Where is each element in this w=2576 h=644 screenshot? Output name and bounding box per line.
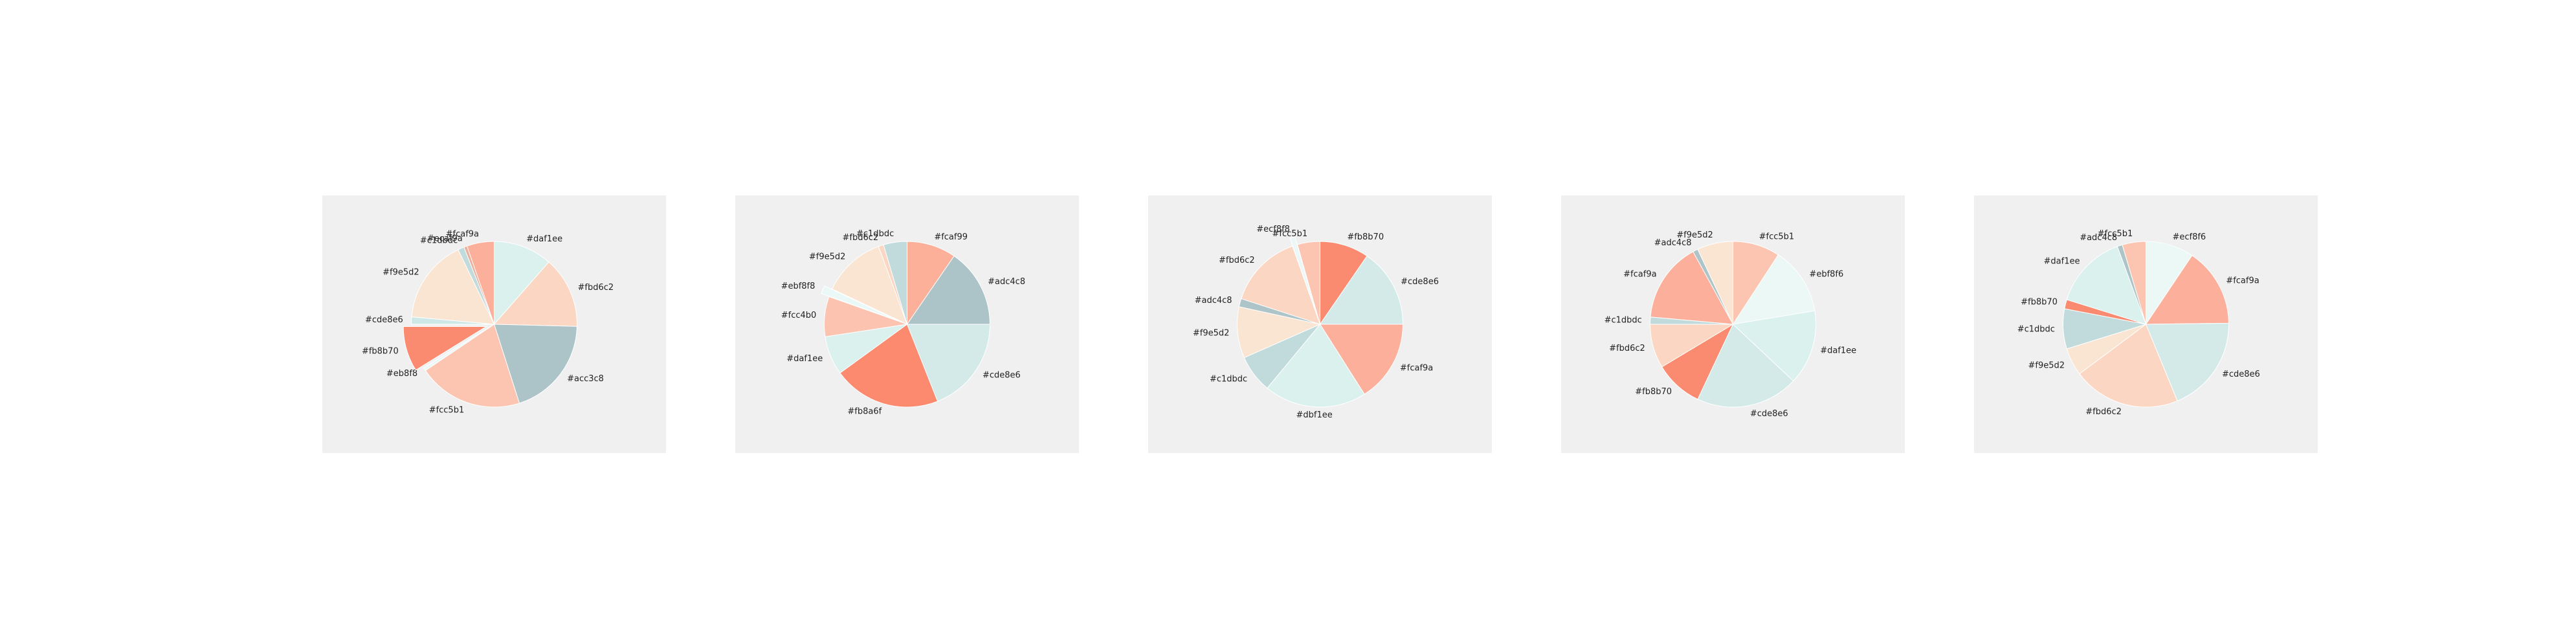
slice-label: #daf1ee [2044, 256, 2080, 266]
pie-slice [493, 324, 577, 404]
slice-label: #ebf8f8 [781, 282, 816, 291]
slice-label: #c1dbdc [420, 236, 458, 245]
slice-label: #fcc5b1 [429, 405, 465, 415]
pie-slice [1319, 324, 1404, 395]
pie-slice [1697, 324, 1794, 408]
slice-label: #ecf8f6 [2172, 232, 2206, 242]
slice-label: #fbd6c2 [578, 283, 614, 293]
slice-label: #adc4c8 [2080, 233, 2117, 243]
slice-label: #cde8e6 [1750, 409, 1788, 419]
slice-label: #ecaf9a [427, 234, 463, 243]
slice-label: #fcc5b1 [1759, 232, 1795, 242]
slice-label: #fbd6c2 [2085, 407, 2122, 417]
pie-chart-4: #fcc5b1 #ebf8f6 #daf1ee #cde8e6 #fb8b70 #fbd6… [1561, 195, 1905, 453]
pie-slice [411, 249, 495, 325]
slice-label: #c1dbdc [856, 229, 894, 239]
pie-chart-1: #daf1ee #fbd6c2 #acc3c8 #fcc5b1 #eb8f8 #fb8b7… [322, 195, 666, 453]
pie-slice [1732, 310, 1816, 382]
pie-slice [1697, 241, 1733, 325]
slice-label: #adc4c8 [1654, 238, 1692, 248]
pie-chart-2: #fcaf99 #adc4c8 #cde8e6 #fb8a6f #daf1ee #fcc4… [735, 195, 1079, 453]
slice-label: #adc4c8 [1195, 296, 1232, 305]
pie-slice [1237, 306, 1322, 359]
slice-label: #f9e5d2 [2028, 361, 2065, 370]
pie-slice [1289, 236, 1318, 316]
slice-label: #fcaf99 [934, 232, 968, 242]
pie-slice [907, 241, 955, 326]
pie-slice [1319, 255, 1404, 325]
pie-slice [906, 324, 991, 402]
slice-label: #f9e5d2 [1676, 230, 1713, 240]
slice-label: #ecf8f8 [1256, 225, 1290, 234]
pie-slice [1296, 241, 1320, 325]
pie-slice [839, 324, 938, 408]
pie-chart-3: #fb8b70 #cde8e6 #fcaf9a #dbf1ee #c1dbdc #f9e5… [1148, 195, 1492, 453]
pie-slice [494, 241, 550, 326]
slice-label: #c1dbdc [1210, 374, 1247, 384]
pie-slice [906, 255, 991, 325]
pie-slice [824, 296, 907, 337]
slice-label: #daf1ee [1820, 346, 1856, 355]
slice-label: #fbd6c2 [842, 233, 878, 243]
slice-label: #fbd6c2 [1609, 344, 1645, 353]
pie-slice [883, 241, 907, 325]
slice-label: #f9e5d2 [383, 267, 419, 277]
slice-label: #fb8b70 [2021, 297, 2058, 307]
slice-label: #fcc5b1 [2098, 229, 2133, 239]
slice-label: #f9e5d2 [1193, 329, 1230, 339]
pie-chart-5: #ecf8f6 #fcaf9a #cde8e6 #fbd6c2 #f9e5d2 #c1db… [1974, 195, 2318, 453]
pie-slice [2146, 241, 2193, 326]
pie-slice [1320, 241, 1368, 326]
slice-label: #fcc4b0 [781, 311, 817, 320]
pie-slice [2066, 246, 2147, 325]
slice-label: #fcaf9a [2226, 276, 2259, 285]
slice-label: #daf1ee [786, 354, 823, 364]
pie-slice [403, 326, 487, 371]
pie-slice [832, 246, 908, 325]
slice-label: #fb8b70 [1347, 232, 1384, 242]
pie-slice [1241, 245, 1321, 325]
slice-label: #adc4c8 [988, 277, 1025, 287]
slice-label: #fcaf9a [1623, 270, 1656, 280]
slice-label: #fb8b70 [1635, 387, 1672, 397]
slice-label: #cde8e6 [983, 371, 1021, 381]
slice-label: #c1dbdc [2017, 324, 2055, 334]
pie-slice [1267, 324, 1365, 408]
slice-label: #fb8a6f [847, 407, 882, 417]
pie-slice [466, 241, 494, 325]
slice-label: #fb8b70 [362, 346, 399, 356]
pie-slice [821, 285, 900, 322]
pie-slice [1732, 254, 1815, 325]
slice-label: #acc3c8 [567, 374, 604, 384]
slice-label: #eb8f8 [386, 369, 417, 379]
pie-slice [423, 324, 494, 372]
slice-label: #cde8e6 [365, 315, 403, 325]
slice-label: #cde8e6 [2222, 370, 2260, 379]
pie-slice [2145, 322, 2229, 402]
pie-slice [2079, 324, 2178, 408]
pie-slice [2145, 254, 2229, 325]
pie-slice [425, 324, 520, 408]
pie-slice [1661, 323, 1734, 400]
pie-slice [2122, 241, 2146, 325]
slice-label: #fcc5b1 [1272, 229, 1308, 239]
slice-label: #fbd6c2 [1219, 256, 1255, 265]
slice-label: #cde8e6 [1401, 277, 1439, 287]
slice-label: #daf1ee [526, 234, 562, 244]
pie-slice [1650, 251, 1734, 325]
pie-slice [493, 261, 577, 327]
slice-label: #fcaf9a [1400, 363, 1433, 373]
slice-label: #dbf1ee [1296, 410, 1333, 420]
slice-label: #c1dbdc [1604, 315, 1642, 325]
slice-label: #fcaf9a [446, 230, 479, 239]
slice-label: #ebf8f6 [1809, 270, 1843, 280]
slice-label: #f9e5d2 [809, 252, 846, 262]
